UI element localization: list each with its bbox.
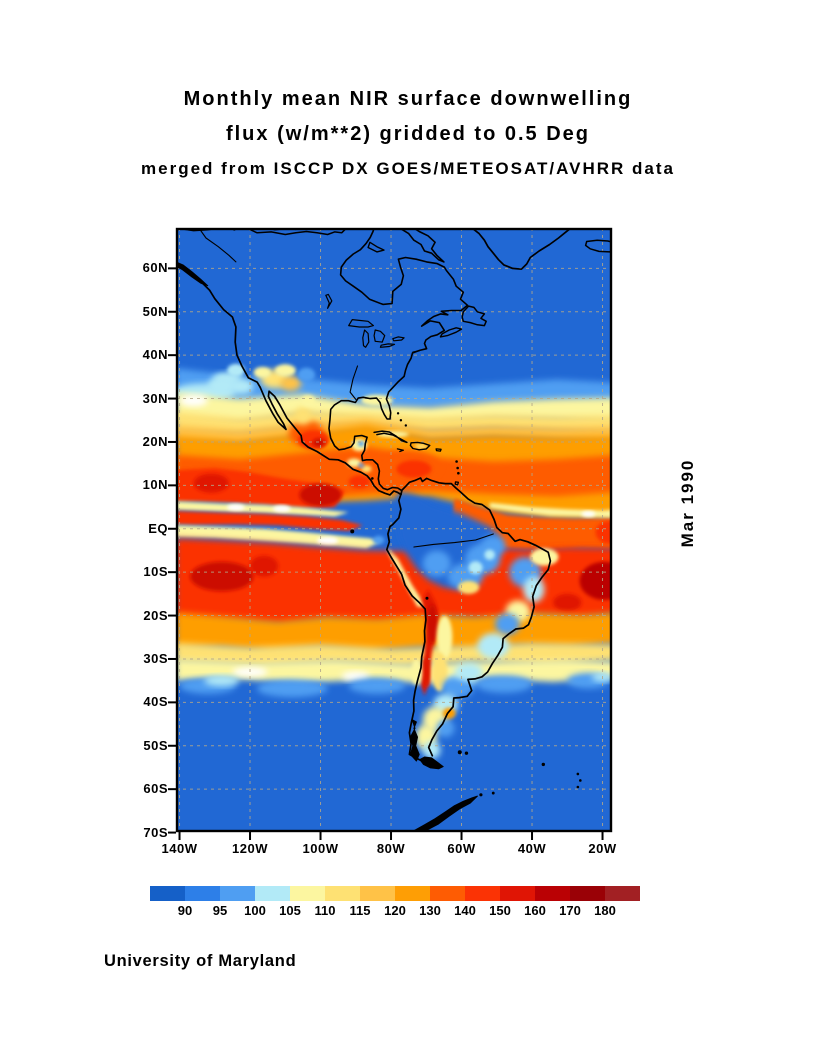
lat-tick-label: 20S <box>143 607 168 623</box>
lon-tick-label: 60W <box>447 841 476 856</box>
credit-label: University of Maryland <box>104 952 297 970</box>
colorbar-segment <box>465 886 500 901</box>
lon-tick-label: 100W <box>302 841 339 856</box>
colorbar-tick-label: 180 <box>594 903 616 918</box>
colorbar-segment <box>500 886 535 901</box>
colorbar-segment <box>220 886 255 901</box>
lat-tick-label: 20N <box>142 433 168 449</box>
lat-tick-label: 60S <box>143 781 168 797</box>
map-area <box>168 227 613 840</box>
colorbar-segment <box>395 886 430 901</box>
colorbar-segment <box>535 886 570 901</box>
colorbar-tick-label: 110 <box>314 903 336 918</box>
colorbar-tick-label: 95 <box>212 903 228 918</box>
lat-tick-label: 30S <box>143 650 168 666</box>
lon-tick-label: 80W <box>376 841 406 856</box>
colorbar-tick-label: 90 <box>177 903 193 918</box>
lat-tick-label: 60N <box>142 260 168 276</box>
colorbar-segment <box>570 886 605 901</box>
date-label: Mar 1990 <box>678 458 697 548</box>
colorbar-tick-label: 160 <box>524 903 546 918</box>
colorbar-tick-label: 120 <box>384 903 406 918</box>
colorbar-tick-label: 140 <box>454 903 476 918</box>
colorbar <box>150 886 640 901</box>
plot-title-line2: flux (w/m**2) gridded to 0.5 Deg <box>225 123 591 145</box>
colorbar-tick-label: 105 <box>279 903 301 918</box>
lat-tick-label: 40N <box>142 347 168 363</box>
plot-title-line1: Monthly mean NIR surface downwelling <box>183 88 633 110</box>
lon-tick-label: 20W <box>588 841 617 856</box>
lat-tick-label: 40S <box>143 694 168 710</box>
colorbar-segment <box>360 886 395 901</box>
colorbar-tick-label: 100 <box>244 903 266 918</box>
colorbar-segment <box>290 886 325 901</box>
lat-tick-label: 30N <box>142 390 168 406</box>
lat-tick-label: 50N <box>142 303 168 319</box>
lat-tick-label: 10N <box>142 477 168 493</box>
lat-tick-label: 70S <box>143 824 168 840</box>
colorbar-segment <box>150 886 185 901</box>
colorbar-segment <box>430 886 465 901</box>
colorbar-segment <box>325 886 360 901</box>
colorbar-tick-label: 150 <box>489 903 511 918</box>
colorbar-segment <box>185 886 220 901</box>
lon-tick-label: 40W <box>517 841 547 856</box>
lon-tick-label: 140W <box>161 841 198 856</box>
americas-flux-map <box>168 227 613 840</box>
lat-tick-label: EQ <box>148 520 168 536</box>
colorbar-tick-label: 130 <box>419 903 441 918</box>
lat-tick-label: 50S <box>143 737 168 753</box>
lon-tick-label: 120W <box>232 841 268 856</box>
lat-tick-label: 10S <box>143 564 168 580</box>
plot-subtitle: merged from ISCCP DX GOES/METEOSAT/AVHRR… <box>141 159 675 178</box>
colorbar-tick-label: 170 <box>559 903 581 918</box>
colorbar-tick-label: 115 <box>349 903 371 918</box>
colorbar-segment <box>255 886 290 901</box>
colorbar-segment <box>605 886 640 901</box>
